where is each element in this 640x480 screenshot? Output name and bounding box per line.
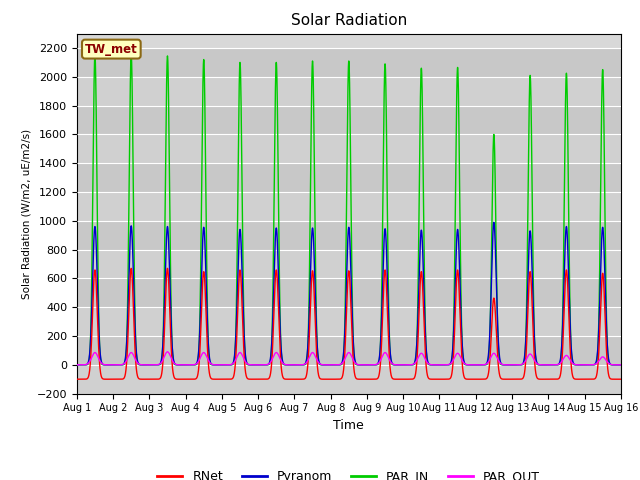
Bar [77,106,621,134]
X-axis label: Time: Time [333,419,364,432]
Bar [77,307,621,336]
Legend: RNet, Pyranom, PAR_IN, PAR_OUT: RNet, Pyranom, PAR_IN, PAR_OUT [152,465,545,480]
Text: TW_met: TW_met [85,43,138,56]
Bar [77,134,621,163]
Bar [77,77,621,106]
Title: Solar Radiation: Solar Radiation [291,13,407,28]
Bar [77,163,621,192]
Bar [77,192,621,221]
Bar [77,278,621,307]
Bar [77,365,621,394]
Bar [77,250,621,278]
Bar [77,221,621,250]
Bar [77,48,621,77]
Y-axis label: Solar Radiation (W/m2, uE/m2/s): Solar Radiation (W/m2, uE/m2/s) [21,129,31,299]
Bar [77,336,621,365]
